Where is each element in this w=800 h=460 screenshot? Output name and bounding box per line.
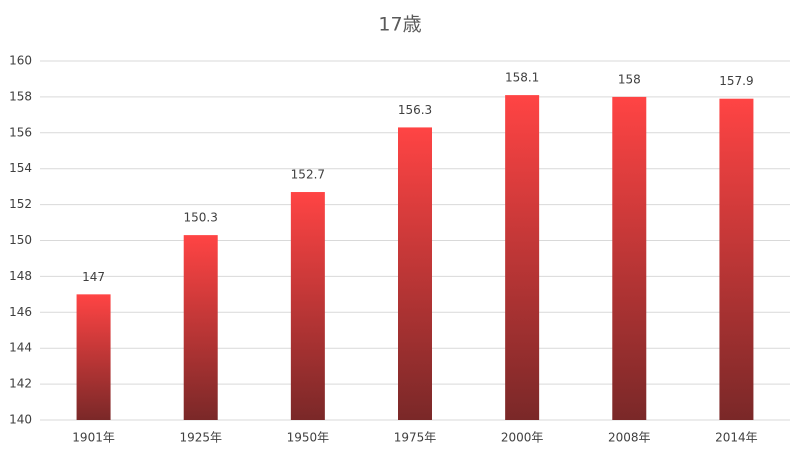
data-label: 158.1 bbox=[505, 71, 539, 85]
x-tick-label: 1901年 bbox=[72, 431, 115, 445]
data-label: 158 bbox=[618, 72, 641, 86]
bar bbox=[505, 95, 540, 420]
y-tick-label: 154 bbox=[9, 161, 32, 175]
x-tick-label: 1925年 bbox=[179, 431, 222, 445]
y-tick-label: 158 bbox=[9, 89, 32, 103]
x-tick-label: 1950年 bbox=[287, 431, 330, 445]
bar bbox=[183, 235, 218, 420]
y-tick-label: 160 bbox=[9, 54, 32, 68]
y-tick-label: 150 bbox=[9, 233, 32, 247]
y-tick-label: 144 bbox=[9, 341, 32, 355]
y-tick-label: 142 bbox=[9, 377, 32, 391]
x-tick-label: 2000年 bbox=[501, 431, 544, 445]
y-tick-label: 148 bbox=[9, 269, 32, 283]
bar bbox=[719, 98, 754, 420]
y-tick-label: 146 bbox=[9, 305, 32, 319]
data-label: 156.3 bbox=[398, 103, 432, 117]
bar bbox=[612, 96, 647, 421]
data-label: 147 bbox=[82, 270, 105, 284]
data-label: 152.7 bbox=[291, 168, 325, 182]
data-label: 150.3 bbox=[184, 211, 218, 225]
chart-title: 17歳 bbox=[378, 14, 421, 36]
bar bbox=[398, 127, 432, 420]
x-tick-label: 2008年 bbox=[608, 431, 651, 445]
data-label: 157.9 bbox=[719, 74, 753, 88]
x-tick-label: 1975年 bbox=[394, 431, 437, 445]
y-tick-label: 140 bbox=[9, 413, 32, 427]
y-tick-label: 156 bbox=[9, 125, 32, 139]
bar bbox=[76, 294, 111, 420]
y-tick-label: 152 bbox=[9, 197, 32, 211]
x-tick-label: 2014年 bbox=[715, 431, 758, 445]
bar bbox=[290, 192, 325, 420]
